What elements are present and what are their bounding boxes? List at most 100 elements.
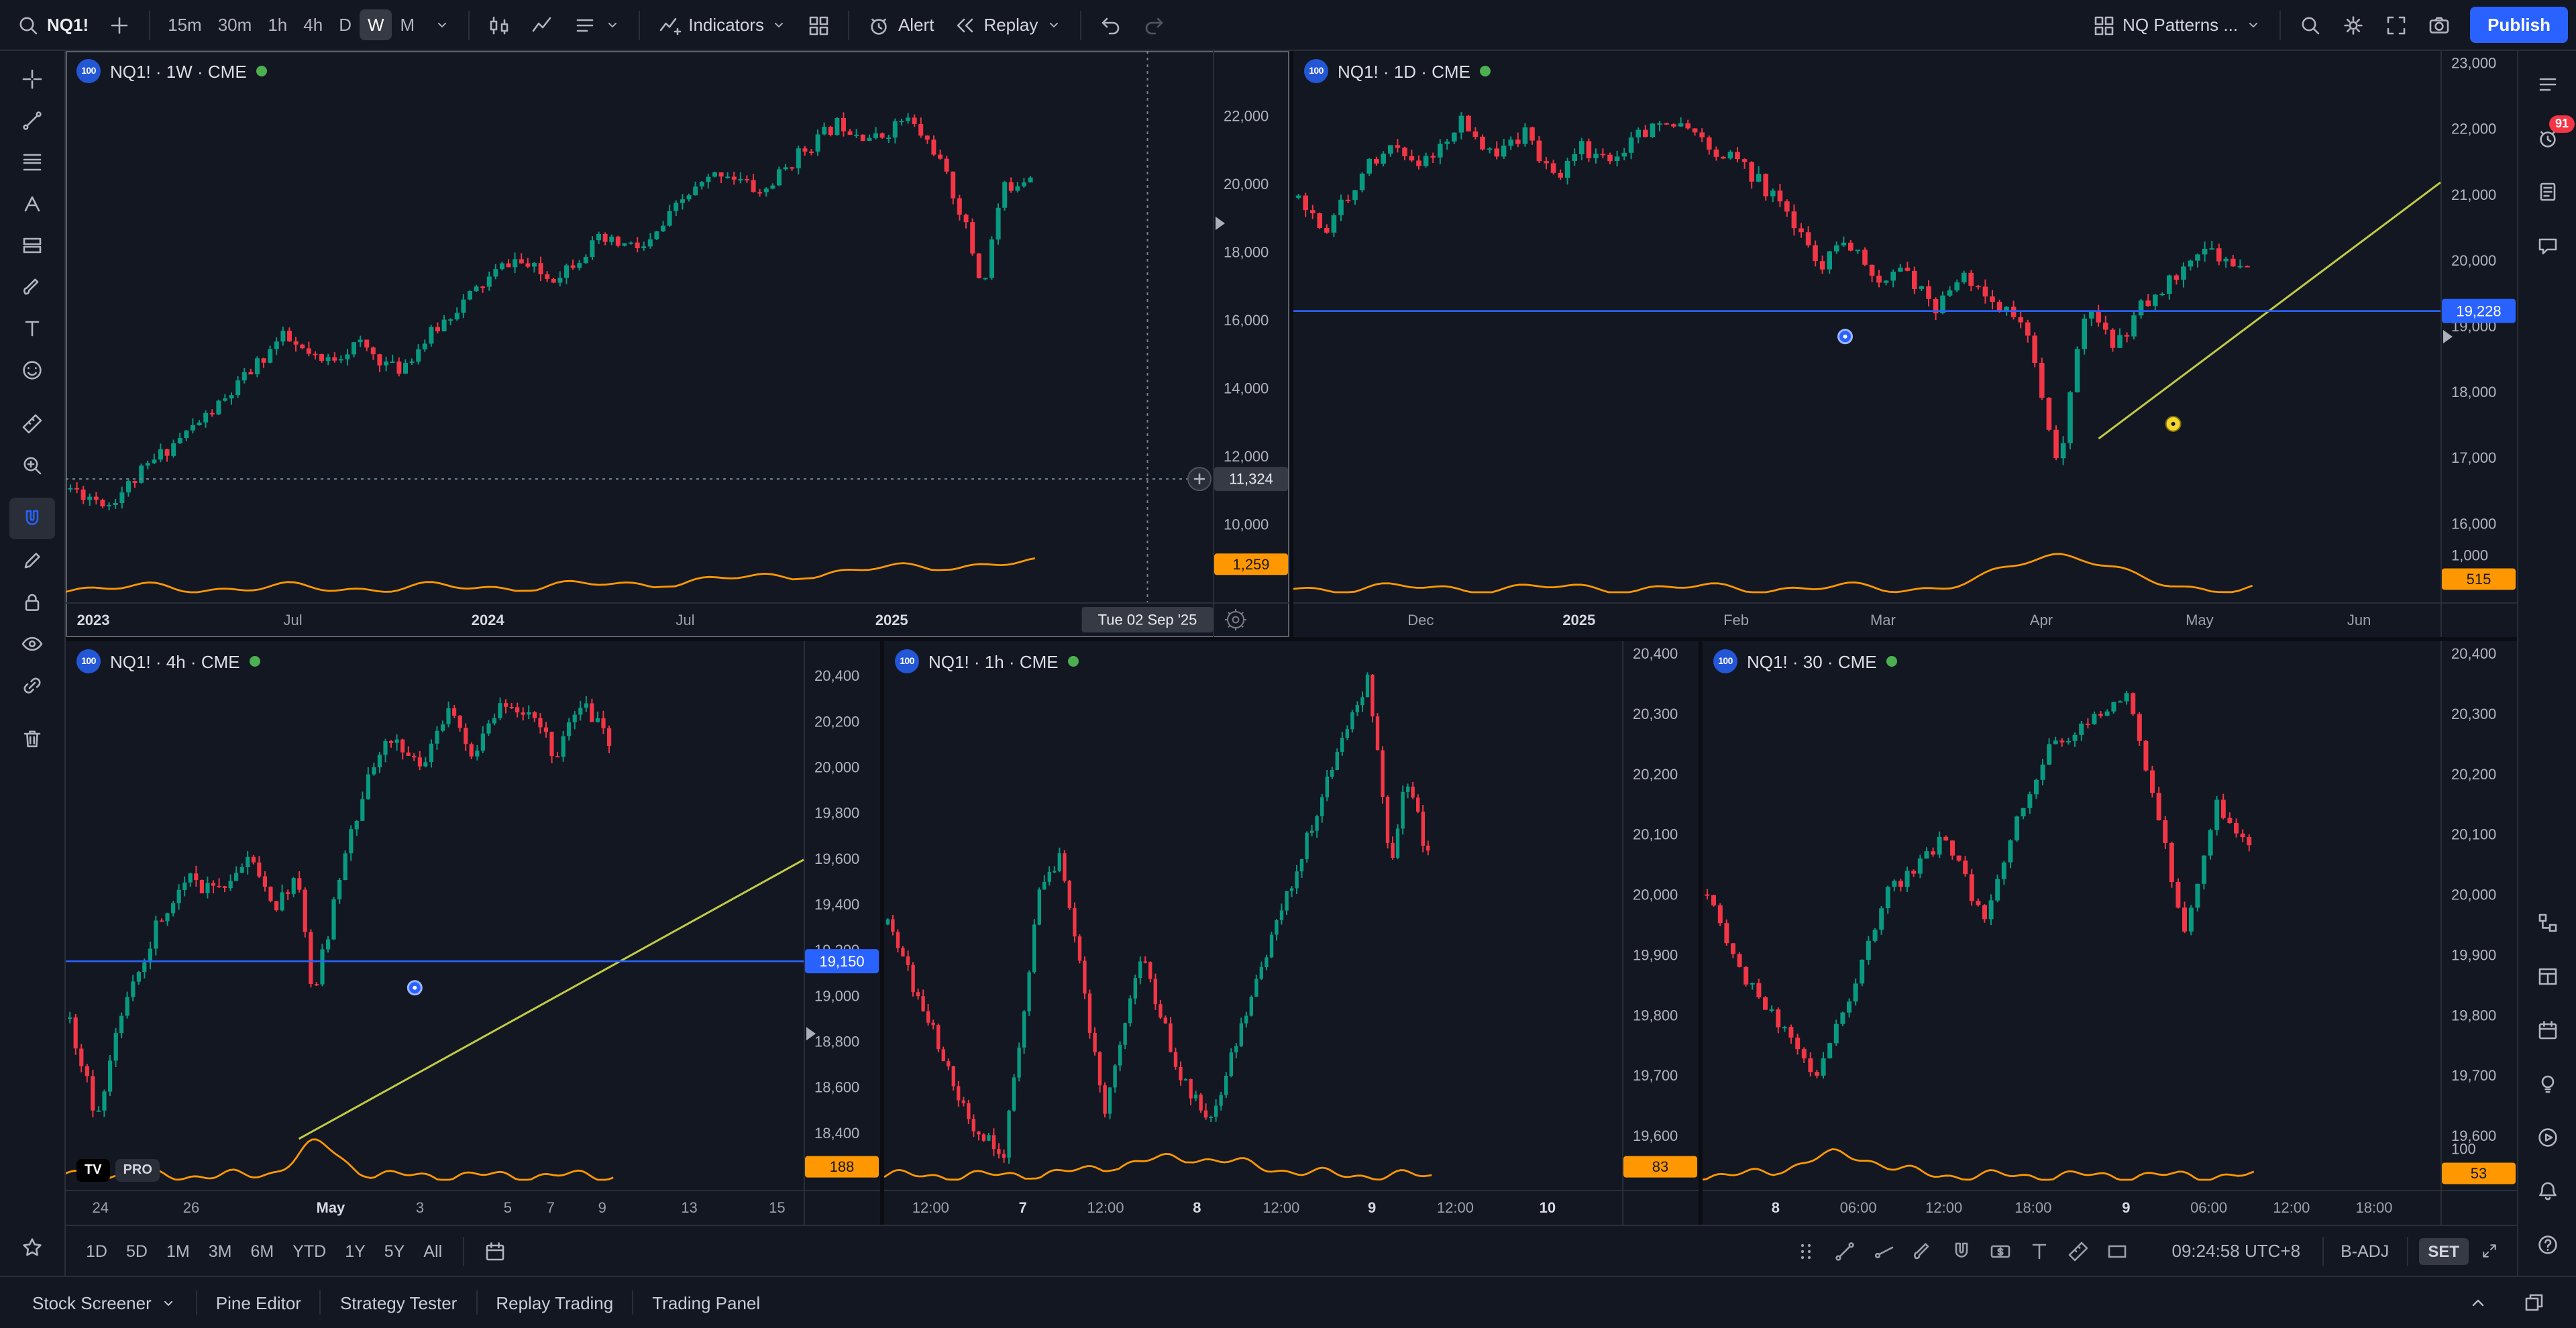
mini-rectangle-button[interactable] [2100, 1233, 2136, 1269]
measure-tool-button[interactable] [9, 402, 55, 444]
compare-add-symbol-button[interactable] [99, 7, 140, 42]
alert-button[interactable]: Alert [859, 7, 942, 42]
magnet-tool-button[interactable] [9, 498, 55, 539]
redo-button[interactable] [1133, 7, 1173, 42]
adjustment-toggle[interactable]: B-ADJ [2334, 1237, 2396, 1264]
range-5Y[interactable]: 5Y [375, 1236, 415, 1266]
mini-trend-line-button[interactable] [1827, 1233, 1864, 1269]
mini-magnet-button[interactable] [1944, 1233, 1980, 1269]
chart-type-button[interactable] [479, 7, 519, 42]
remove-drawings-tool-button[interactable] [9, 718, 55, 759]
drawing-mode-tool-button[interactable] [9, 539, 55, 581]
chart-legend[interactable]: 100 NQ1! · 1D · CME [1304, 59, 1491, 83]
range-YTD[interactable]: YTD [283, 1236, 335, 1266]
statusbar-pine-editor[interactable]: Pine Editor [197, 1277, 320, 1328]
timeframe-1h[interactable]: 1h [260, 9, 295, 40]
watchlist-button[interactable] [2524, 63, 2570, 105]
restore-layout-button[interactable] [2512, 1282, 2557, 1323]
statusbar-strategy-tester[interactable]: Strategy Tester [321, 1277, 476, 1328]
help-button[interactable] [2524, 1223, 2570, 1265]
news-button[interactable] [2524, 170, 2570, 212]
go-to-date-button[interactable] [474, 1233, 515, 1268]
range-1D[interactable]: 1D [76, 1236, 117, 1266]
quick-search-button[interactable] [2290, 7, 2330, 42]
mini-ray-button[interactable] [1866, 1233, 1902, 1269]
range-6M[interactable]: 6M [241, 1236, 283, 1266]
clock-timezone[interactable]: UTC+8 [2244, 1241, 2301, 1261]
timeframe-15m[interactable]: 15m [160, 9, 210, 40]
range-1M[interactable]: 1M [157, 1236, 199, 1266]
chart-panel-1h[interactable]: 20,400 20,300 20,200 20,100 20,000 19,900 19,8… [884, 641, 1699, 1225]
statusbar-replay-trading[interactable]: Replay Trading [477, 1277, 632, 1328]
settlement-toggle[interactable]: SET [2418, 1237, 2469, 1264]
chart-canvas-daily[interactable]: 23,00022,00021,00020,00019,00018,00017,0… [1293, 51, 2517, 637]
range-5D[interactable]: 5D [117, 1236, 157, 1266]
timeframe-4h[interactable]: 4h [295, 9, 331, 40]
range-1Y[interactable]: 1Y [335, 1236, 375, 1266]
alerts-button[interactable]: 91 [2524, 115, 2574, 158]
settings-button[interactable] [2333, 7, 2373, 42]
calendar-button[interactable] [2524, 1009, 2570, 1050]
mini-measure-button[interactable] [2061, 1233, 2097, 1269]
range-All[interactable]: All [414, 1236, 451, 1266]
data-window-button[interactable] [2524, 955, 2570, 997]
sync-drawings-tool-button[interactable] [9, 664, 55, 706]
timeframe-dropdown-button[interactable] [425, 11, 459, 39]
long-position-tool-button[interactable] [9, 224, 55, 266]
statusbar-trading-panel[interactable]: Trading Panel [633, 1277, 779, 1328]
pitchfork-tool-button[interactable] [9, 182, 55, 224]
hide-drawings-tool-button[interactable] [9, 622, 55, 664]
snapshot-button[interactable] [2419, 7, 2459, 42]
publish-button[interactable]: Publish [2470, 7, 2568, 43]
collapse-panel-button[interactable] [2455, 1282, 2501, 1323]
chart-panel-weekly[interactable]: 22,000 20,000 18,000 16,000 14,000 12,000 10,0… [66, 51, 1289, 637]
timeframe-30m[interactable]: 30m [210, 9, 260, 40]
toolbar-separator [2279, 10, 2282, 40]
symbol-search-button[interactable]: NQ1! [8, 7, 97, 42]
trend-line-tool-button[interactable] [9, 99, 55, 141]
favorites-button[interactable] [9, 1226, 55, 1268]
chart-panel-daily[interactable]: 23,000 22,000 21,000 20,000 19,000 18,000 17,0… [1293, 51, 2517, 637]
chart-legend[interactable]: 100 NQ1! · 4h · CME [76, 649, 260, 673]
chart-legend[interactable]: 100 NQ1! · 30 · CME [1713, 649, 1897, 673]
crosshair-tool-button[interactable] [9, 58, 55, 99]
chat-button[interactable] [2524, 224, 2570, 266]
chart-canvas-1h[interactable]: 20,400 20,300 20,200 20,100 20,000 19,900 19,8… [884, 641, 1699, 1225]
chart-canvas-weekly[interactable]: 22,000 20,000 18,000 16,000 14,000 12,000 10,0… [66, 51, 1289, 637]
chart-legend[interactable]: 100 NQ1! · 1h · CME [895, 649, 1079, 673]
grid-layout-button[interactable] [799, 7, 839, 42]
layout-select-button[interactable]: NQ Patterns ... [2084, 7, 2270, 42]
timeframe-M[interactable]: M [392, 9, 423, 40]
indicators-button[interactable]: Indicators [649, 7, 796, 42]
replay-button[interactable]: Replay [945, 7, 1070, 42]
fullscreen-button[interactable] [2376, 7, 2416, 42]
mini-price-label-button[interactable] [1983, 1233, 2019, 1269]
chart-panel-4h[interactable]: 20,40020,20020,00019,80019,60019,40019,2… [66, 641, 880, 1225]
mini-brush-button[interactable] [1905, 1233, 1941, 1269]
statusbar-stock-screener[interactable]: Stock Screener [13, 1277, 196, 1328]
timeframe-D[interactable]: D [331, 9, 360, 40]
svg-text:12:00: 12:00 [1437, 1199, 1474, 1216]
chart-canvas-30m[interactable]: 20,400 20,300 20,200 20,100 20,000 19,900 19,8… [1703, 641, 2517, 1225]
streams-button[interactable] [2524, 1116, 2570, 1158]
ideas-button[interactable] [2524, 1062, 2570, 1104]
mini-text-button[interactable] [2022, 1233, 2058, 1269]
indicator-templates-button[interactable] [565, 7, 629, 42]
emoji-tool-button[interactable] [9, 349, 55, 390]
fib-retracement-tool-button[interactable] [9, 141, 55, 182]
timeframe-W[interactable]: W [359, 9, 392, 40]
lock-drawings-tool-button[interactable] [9, 581, 55, 622]
zoom-in-tool-button[interactable] [9, 444, 55, 486]
drag-handle-button[interactable] [1788, 1233, 1825, 1269]
notifications-button[interactable] [2524, 1170, 2570, 1211]
chart-legend[interactable]: 100 NQ1! · 1W · CME [76, 59, 267, 83]
undo-button[interactable] [1090, 7, 1130, 42]
chart-panel-30m[interactable]: 20,400 20,300 20,200 20,100 20,000 19,900 19,8… [1703, 641, 2517, 1225]
brush-tool-button[interactable] [9, 266, 55, 307]
text-tool-button[interactable] [9, 307, 55, 349]
range-3M[interactable]: 3M [199, 1236, 241, 1266]
maximize-chart-button[interactable] [2473, 1237, 2506, 1265]
object-tree-button[interactable] [2524, 901, 2570, 943]
chart-style-button[interactable] [522, 7, 562, 42]
chart-canvas-4h[interactable]: 20,40020,20020,00019,80019,60019,40019,2… [66, 641, 880, 1225]
